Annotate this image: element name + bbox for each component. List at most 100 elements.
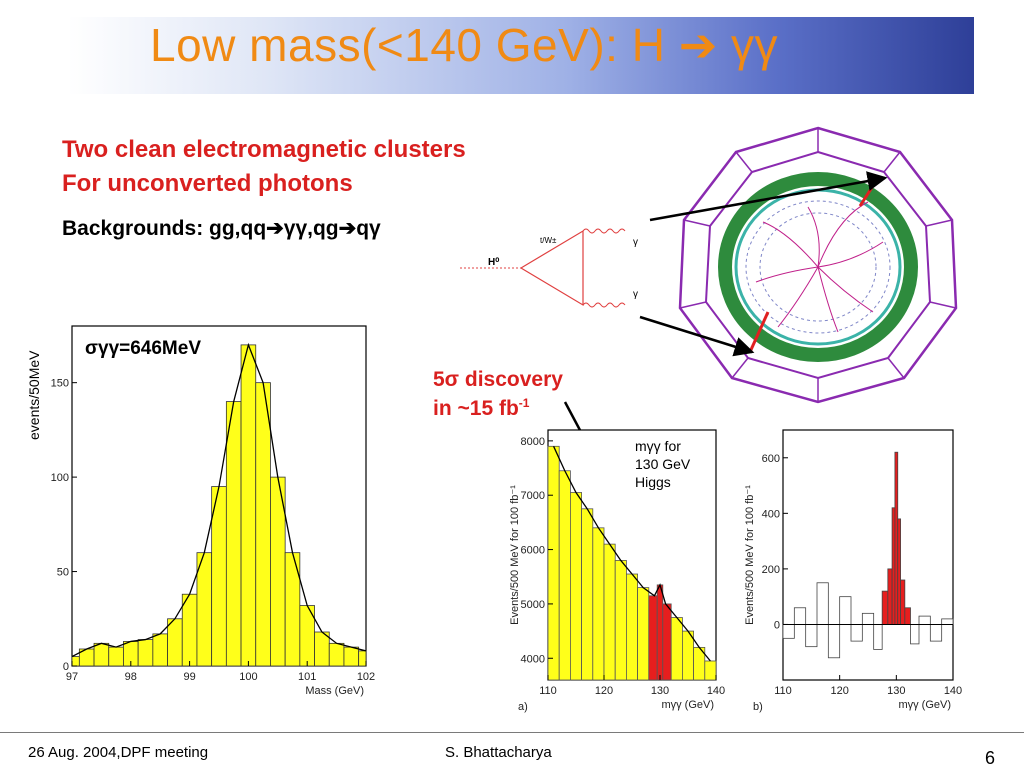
- feynman-diagram: H⁰ t/W± γ γ: [460, 228, 638, 308]
- mgg-note-line3: Higgs: [635, 474, 671, 490]
- y-tick-label: 4000: [521, 653, 545, 665]
- x-tick-label: 140: [707, 685, 725, 697]
- x-tick-label: 100: [239, 671, 257, 683]
- histogram-bar: [108, 646, 124, 667]
- histogram-bar: [816, 582, 829, 625]
- x-tick-label: 110: [539, 685, 557, 697]
- x-tick-label: 102: [357, 671, 375, 683]
- mgg-note-line1: mγγ for: [635, 438, 681, 454]
- histogram-bar: [547, 445, 560, 681]
- y-axis-label: Events/500 MeV for 100 fb⁻¹: [509, 485, 521, 625]
- x-tick-label: 99: [183, 671, 195, 683]
- histogram-bar: [614, 560, 627, 681]
- sigma-label: σγγ=646MeV: [85, 338, 201, 359]
- luminosity-line: in ~15 fb-1: [433, 396, 530, 420]
- histogram-bar: [93, 642, 110, 667]
- y-tick-label: 150: [51, 378, 69, 390]
- histogram-bar: [782, 624, 795, 639]
- footer-center: S. Bhattacharya: [445, 744, 552, 761]
- x-tick-label: 130: [651, 685, 669, 697]
- x-axis-label: mγγ (GeV): [661, 699, 714, 711]
- histogram-bar: [918, 615, 931, 625]
- histogram-bar: [910, 624, 920, 645]
- x-tick-label: 110: [774, 685, 792, 697]
- histogram-bar: [904, 607, 911, 625]
- x-tick-label: 101: [298, 671, 316, 683]
- histogram-bar: [358, 650, 367, 667]
- y-axis-label: Events/500 MeV for 100 fb⁻¹: [744, 485, 756, 625]
- y-tick-label: 6000: [521, 545, 545, 557]
- y-tick-label: 0: [774, 619, 780, 631]
- histogram-bar: [196, 552, 213, 667]
- histogram-bar: [704, 660, 717, 681]
- histogram-bar: [805, 624, 818, 648]
- x-tick-label: 98: [125, 671, 137, 683]
- histogram-bar: [900, 579, 906, 625]
- histogram-bar: [648, 595, 658, 681]
- y-tick-label: 200: [762, 564, 780, 576]
- histogram-bar: [637, 587, 650, 681]
- histogram-bar: [861, 612, 875, 625]
- y-tick-label: 0: [63, 661, 69, 673]
- histogram-bar: [314, 631, 330, 667]
- backgrounds-line: Backgrounds: gg,qq➔γγ,qg➔qγ: [62, 217, 381, 240]
- histogram-bar: [603, 543, 616, 681]
- fit-curve: [553, 446, 711, 662]
- histogram-bar: [137, 639, 154, 667]
- histogram-bar: [71, 656, 80, 667]
- y-tick-label: 50: [57, 567, 69, 579]
- histogram-bar: [897, 518, 901, 625]
- histogram-bar: [827, 624, 841, 659]
- y-tick-label: 5000: [521, 599, 545, 611]
- x-tick-label: 140: [944, 685, 962, 697]
- x-tick-label: 97: [66, 671, 78, 683]
- mgg-note: mγγ for 130 GeV Higgs: [633, 437, 693, 491]
- x-axis-label: Mass (GeV): [305, 685, 364, 697]
- histogram-bar: [211, 486, 227, 667]
- histogram-bar: [894, 451, 899, 625]
- title-banner: [68, 17, 974, 94]
- histogram-bar: [929, 624, 943, 642]
- histogram-bar: [570, 492, 583, 681]
- histogram-bar: [152, 633, 168, 667]
- histogram-bar: [167, 618, 183, 667]
- histogram-bar: [881, 590, 889, 625]
- x-tick-label: 130: [887, 685, 905, 697]
- histogram-bar: [255, 382, 271, 667]
- histogram-bar: [626, 573, 639, 681]
- fit-curve: [71, 342, 367, 658]
- y-tick-label: 400: [762, 508, 780, 520]
- panel-label: b): [753, 701, 763, 713]
- histogram-bar: [793, 607, 807, 625]
- histogram-bar: [887, 568, 893, 625]
- footer-rule: [0, 732, 1024, 733]
- photons-line: For unconverted photons: [62, 170, 353, 197]
- histogram-bar: [656, 584, 664, 681]
- mgg-spectrum-a: 110 120 130 140 4000 5000 6000 7000 8000 mγγ (GeV…: [509, 429, 725, 713]
- mass-histogram: 97 98 99 100 101 102 0 50 100 150 Mass (GeV): [51, 325, 375, 697]
- histogram-bar: [941, 618, 954, 625]
- histogram-bar: [181, 593, 198, 667]
- gamma2-label: γ: [633, 289, 638, 300]
- histogram-bar: [328, 642, 345, 667]
- y-tick-label: 8000: [521, 436, 545, 448]
- mgg-spectrum-b: 110 120 130 140 0 200 400 600 mγγ (GeV) b) Events/…: [744, 429, 962, 713]
- histogram-bar: [670, 617, 683, 681]
- histogram-bar: [592, 527, 605, 681]
- histogram-bar: [839, 596, 852, 625]
- histogram-bar: [225, 401, 242, 667]
- histogram-bar: [850, 624, 863, 642]
- page-number: 6: [985, 748, 996, 768]
- y-tick-label: 7000: [521, 490, 545, 502]
- histogram-bar: [558, 470, 571, 681]
- x-tick-label: 120: [830, 685, 848, 697]
- histogram-bar: [240, 344, 257, 667]
- loop-label: t/W±: [540, 236, 557, 245]
- histogram-bar: [581, 508, 594, 681]
- histogram-bar: [343, 646, 360, 667]
- higgs-label: H⁰: [488, 257, 499, 268]
- histogram-bar: [662, 603, 672, 681]
- y-tick-label: 100: [51, 472, 69, 484]
- panel-label: a): [518, 701, 528, 713]
- x-tick-label: 120: [595, 685, 613, 697]
